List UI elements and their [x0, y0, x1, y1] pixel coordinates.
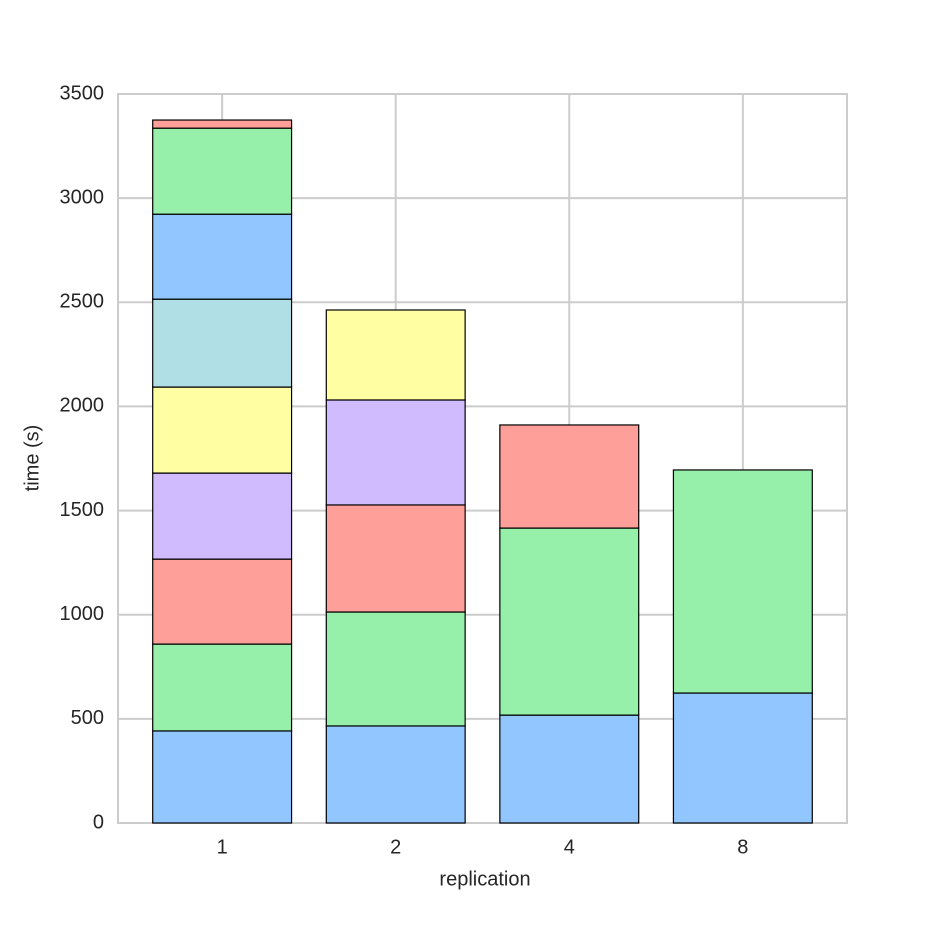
bar-segment [325, 504, 466, 613]
bar-segment [152, 643, 293, 732]
y-tick-label: 2000 [60, 395, 105, 417]
bar-segment [672, 692, 813, 824]
bar-segment [152, 558, 293, 645]
x-tick-label: 8 [737, 836, 748, 858]
y-tick-label: 500 [71, 707, 104, 729]
bar-segment [152, 127, 293, 215]
bar-segment [325, 725, 466, 824]
bar-segment [152, 119, 293, 129]
x-axis-label: replication [439, 868, 530, 890]
bar-segment [499, 527, 640, 716]
y-tick-label: 1000 [60, 603, 105, 625]
bar-segment [672, 469, 813, 694]
x-tick-label: 4 [564, 836, 575, 858]
bar-segment [152, 730, 293, 824]
bar-segment [325, 399, 466, 506]
y-tick-label: 3000 [60, 186, 105, 208]
bar-segment [499, 714, 640, 824]
x-tick-label: 2 [390, 836, 401, 858]
bar-segment [152, 472, 293, 560]
y-tick-label: 0 [93, 811, 104, 833]
y-axis-label: time (s) [21, 425, 43, 492]
y-tick-label: 3500 [60, 82, 105, 104]
bar-segment [152, 298, 293, 388]
bar-segment [152, 213, 293, 300]
bar-segment [152, 386, 293, 474]
x-tick-label: 1 [217, 836, 228, 858]
bar-segment [325, 611, 466, 727]
bar-segment [499, 424, 640, 529]
bar-segment [325, 309, 466, 401]
plot-frame [117, 93, 848, 824]
y-tick-label: 1500 [60, 499, 105, 521]
y-tick-label: 2500 [60, 291, 105, 313]
